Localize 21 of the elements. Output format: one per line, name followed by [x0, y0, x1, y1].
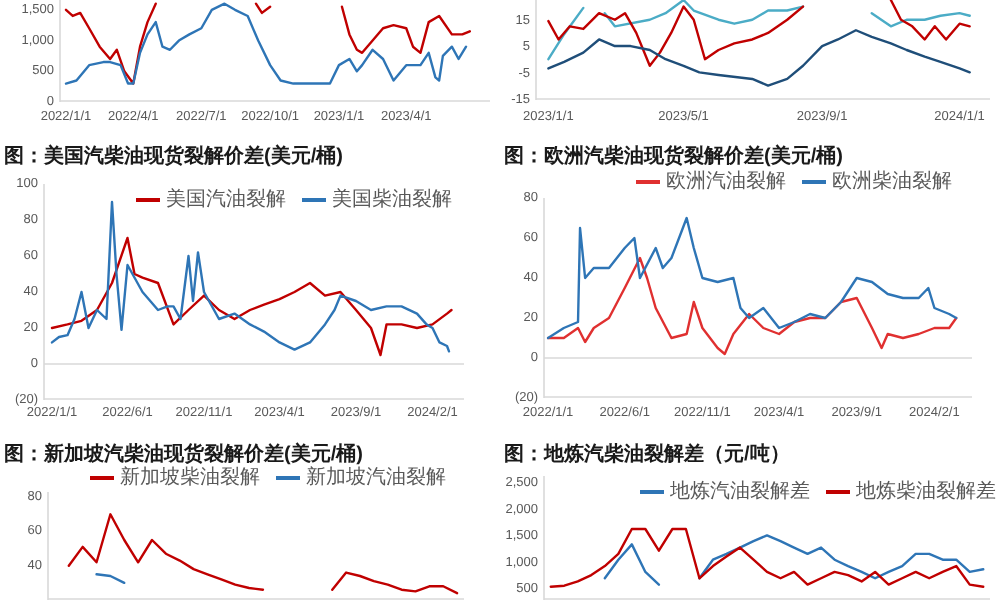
- chart-title: 图：新加坡汽柴油现货裂解价差(美元/桶): [4, 442, 363, 466]
- legend: 新加坡柴油裂解: [90, 467, 260, 489]
- legend: 美国柴油裂解: [302, 189, 452, 211]
- legend-label: 欧洲柴油裂解: [832, 169, 952, 193]
- chart-title: 图：欧洲汽柴油现货裂解价差(美元/桶): [504, 144, 843, 168]
- legend-label: 欧洲汽油裂解: [666, 169, 786, 193]
- legend: 地炼柴油裂解差: [826, 481, 996, 503]
- legend-label: 地炼柴油裂解差: [854, 479, 996, 503]
- legend-label: 美国柴油裂解: [332, 187, 452, 211]
- legend: 地炼汽油裂解差: [640, 481, 810, 503]
- legend: 美国汽油裂解: [136, 189, 286, 211]
- legend: 新加坡汽油裂解: [276, 467, 446, 489]
- legend: 欧洲柴油裂解: [802, 171, 952, 193]
- legend-label: 新加坡汽油裂解: [306, 465, 446, 489]
- legend-label: 新加坡柴油裂解: [120, 465, 260, 489]
- chart-title: 图：地炼汽柴油裂解差（元/吨）: [504, 442, 790, 466]
- line-series: [547, 29, 971, 87]
- chart-title: 图：美国汽柴油现货裂解价差(美元/桶): [4, 144, 343, 168]
- legend: 欧洲汽油裂解: [636, 171, 786, 193]
- legend-label: 美国汽油裂解: [166, 187, 286, 211]
- legend-label: 地炼汽油裂解差: [668, 479, 810, 503]
